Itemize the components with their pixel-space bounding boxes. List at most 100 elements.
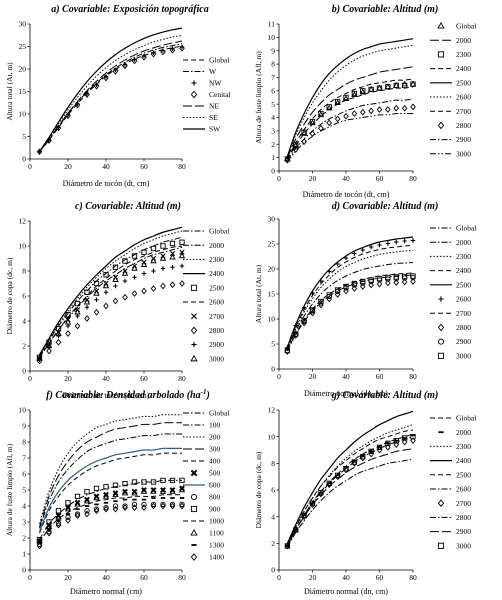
- y-tick-label: 30: [268, 215, 276, 224]
- data-point: [103, 74, 109, 82]
- data-point: [410, 434, 416, 440]
- legend-label: 2700: [456, 107, 471, 116]
- legend-label: 3000: [209, 354, 224, 363]
- series-line: [286, 433, 414, 547]
- data-point: [112, 505, 119, 513]
- legend-swatch: [437, 51, 445, 58]
- legend-label: 2800: [456, 121, 471, 130]
- legend: Global 2000 2300 2400 2500 2600 2700 2800 2900 30…: [430, 414, 476, 550]
- legend-label: 1000: [209, 517, 224, 526]
- data-point: [169, 240, 176, 247]
- data-point: [93, 308, 100, 316]
- legend-swatch: [190, 284, 198, 291]
- data-point: [160, 502, 166, 510]
- legend-label: 1400: [209, 553, 224, 562]
- y-tick-label: 10: [19, 406, 27, 415]
- data-point: [45, 523, 53, 530]
- legend-item: 2500: [190, 283, 224, 292]
- x-axis-label: Diámetro de tocón (dt, cm): [303, 190, 390, 199]
- series-line: [39, 43, 183, 153]
- data-point: [359, 454, 366, 462]
- data-point: [150, 479, 157, 485]
- legend-item: 600: [183, 481, 221, 490]
- legend-item: 1300: [191, 541, 224, 550]
- legend-item: W: [183, 67, 217, 76]
- data-point: [376, 85, 383, 91]
- legend-label: 1100: [209, 529, 224, 538]
- y-tick-label: 30: [19, 20, 27, 29]
- data-point: [301, 319, 307, 327]
- legend-label: 2600: [456, 295, 471, 304]
- legend-item: Global: [183, 227, 229, 236]
- data-point: [351, 459, 358, 465]
- data-point: [292, 332, 299, 339]
- series-2500: [286, 236, 414, 348]
- data-point: [385, 274, 391, 281]
- series-NW: [37, 44, 185, 154]
- data-point: [84, 315, 90, 322]
- data-point: [309, 500, 316, 506]
- legend-label: 2000: [456, 36, 471, 45]
- data-point: [317, 111, 325, 118]
- legend-item: 3000: [190, 354, 224, 363]
- legend-label: 2000: [209, 241, 224, 250]
- x-axis-label: Diámetro de tocón (dt, cm): [63, 391, 150, 400]
- chart-title: f) Covariable: Densidad arbolado (ha-1): [46, 388, 210, 401]
- y-tick-label: 8: [271, 60, 275, 69]
- legend-label: Global: [456, 22, 476, 31]
- data-point: [401, 273, 408, 280]
- data-point: [103, 290, 109, 295]
- data-point: [368, 107, 374, 115]
- data-point: [160, 266, 166, 271]
- series-800: [36, 501, 185, 548]
- series-Cenital: [36, 44, 185, 156]
- legend-item: 200: [183, 433, 221, 442]
- legend-swatch: [437, 352, 445, 359]
- x-tick-label: 60: [140, 374, 148, 383]
- series-line: [286, 250, 414, 349]
- series-2800: [36, 280, 185, 365]
- data-point: [46, 347, 52, 355]
- data-point: [385, 241, 391, 246]
- data-point: [141, 53, 147, 61]
- x-axis-label: Diámetro normal (cm): [70, 587, 142, 596]
- data-point: [179, 44, 185, 52]
- y-tick-label: 8: [22, 267, 26, 276]
- legend-swatch: [437, 499, 445, 508]
- legend-label: Global: [456, 414, 476, 423]
- data-point: [65, 500, 71, 506]
- data-point: [74, 101, 81, 109]
- chart-panel-d: d) Covariable: Altitud (m) 0 20 40 60 80 0 5 10 1…: [254, 201, 476, 398]
- x-tick-label: 0: [28, 374, 32, 383]
- legend-label: 2600: [209, 298, 224, 307]
- data-point: [140, 261, 148, 267]
- data-point: [122, 480, 128, 487]
- y-tick-label: 1: [22, 550, 26, 559]
- data-point: [318, 110, 324, 117]
- legend-label: 2000: [456, 428, 471, 437]
- data-point: [326, 292, 332, 298]
- series-line: [286, 274, 414, 352]
- data-point: [84, 289, 90, 295]
- legend-label: 2400: [456, 266, 471, 275]
- chart-title: a) Covariable: Exposición topográfica: [51, 4, 209, 15]
- legend-item: 2900: [437, 337, 471, 346]
- legend-item: 2000: [183, 241, 224, 250]
- legend-swatch: [191, 80, 197, 86]
- legend-label: 2900: [456, 527, 471, 536]
- legend-item: 2800: [437, 121, 471, 130]
- legend-item: 2500: [430, 280, 471, 289]
- data-point: [93, 507, 100, 515]
- data-point: [393, 441, 400, 449]
- data-point: [112, 276, 119, 282]
- data-point: [103, 302, 109, 310]
- x-tick-label: 80: [409, 573, 417, 582]
- data-point: [376, 275, 383, 282]
- series-line: [286, 448, 414, 547]
- series-line: [286, 38, 414, 157]
- legend: Global 2000 2300 2400 2500 2600 2700 2800 2900 30…: [183, 227, 229, 363]
- data-point: [301, 317, 307, 324]
- legend-label: 600: [209, 481, 221, 490]
- series-2000: [286, 262, 414, 350]
- data-point: [122, 504, 128, 511]
